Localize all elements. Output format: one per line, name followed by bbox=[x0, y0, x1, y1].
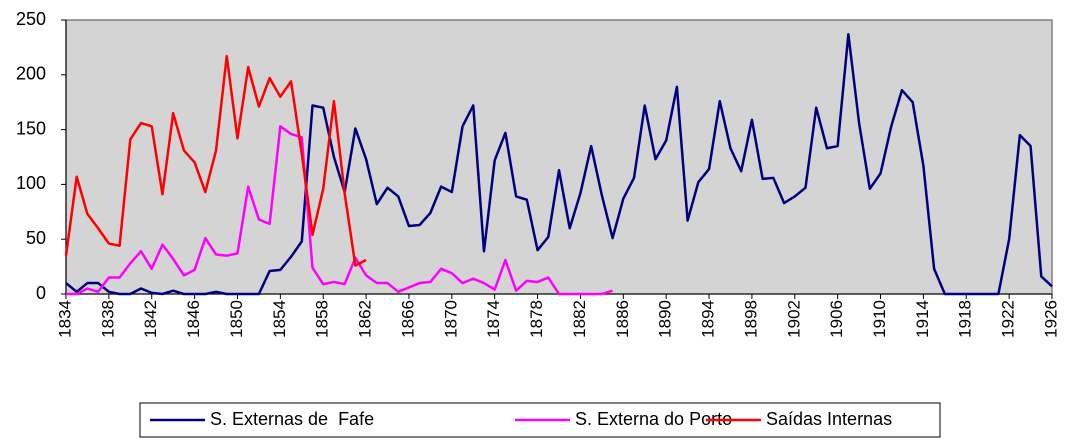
x-tick-label: 1906 bbox=[827, 300, 846, 338]
x-tick-label: 1870 bbox=[441, 300, 460, 338]
y-tick-label: 150 bbox=[16, 118, 46, 138]
x-tick-label: 1874 bbox=[484, 300, 503, 338]
x-tick-label: 1910 bbox=[870, 300, 889, 338]
x-tick-label: 1890 bbox=[656, 300, 675, 338]
y-tick-label: 100 bbox=[16, 173, 46, 193]
x-tick-label: 1914 bbox=[913, 300, 932, 338]
x-tick-label: 1922 bbox=[999, 300, 1018, 338]
x-tick-label: 1854 bbox=[270, 300, 289, 338]
x-tick-label: 1842 bbox=[141, 300, 160, 338]
series-line bbox=[66, 125, 613, 296]
x-tick-label: 1902 bbox=[784, 300, 803, 338]
y-tick-label: 250 bbox=[16, 9, 46, 29]
x-tick-label: 1838 bbox=[98, 300, 117, 338]
x-tick-label: 1918 bbox=[956, 300, 975, 338]
x-tick-label: 1866 bbox=[398, 300, 417, 338]
y-tick-label: 0 bbox=[36, 283, 46, 303]
series-line bbox=[65, 32, 1053, 296]
y-tick-label: 50 bbox=[26, 228, 46, 248]
x-tick-label: 1882 bbox=[570, 300, 589, 338]
x-tick-label: 1846 bbox=[184, 300, 203, 338]
legend-label: S. Externas de Fafe bbox=[210, 409, 374, 429]
x-tick-label: 1926 bbox=[1041, 300, 1060, 338]
series-line bbox=[64, 54, 367, 267]
x-tick-label: 1878 bbox=[527, 300, 546, 338]
x-tick-label: 1858 bbox=[313, 300, 332, 338]
x-tick-label: 1894 bbox=[699, 300, 718, 338]
x-tick-label: 1862 bbox=[356, 300, 375, 338]
legend-label: S. Externa do Porto bbox=[575, 409, 732, 429]
legend-label: Saídas Internas bbox=[766, 409, 892, 429]
plot-area bbox=[65, 19, 1053, 295]
x-tick-label: 1898 bbox=[741, 300, 760, 338]
x-tick-label: 1850 bbox=[227, 300, 246, 338]
x-tick-label: 1886 bbox=[613, 300, 632, 338]
x-tick-label: 1834 bbox=[55, 300, 74, 338]
y-tick-label: 200 bbox=[16, 64, 46, 84]
